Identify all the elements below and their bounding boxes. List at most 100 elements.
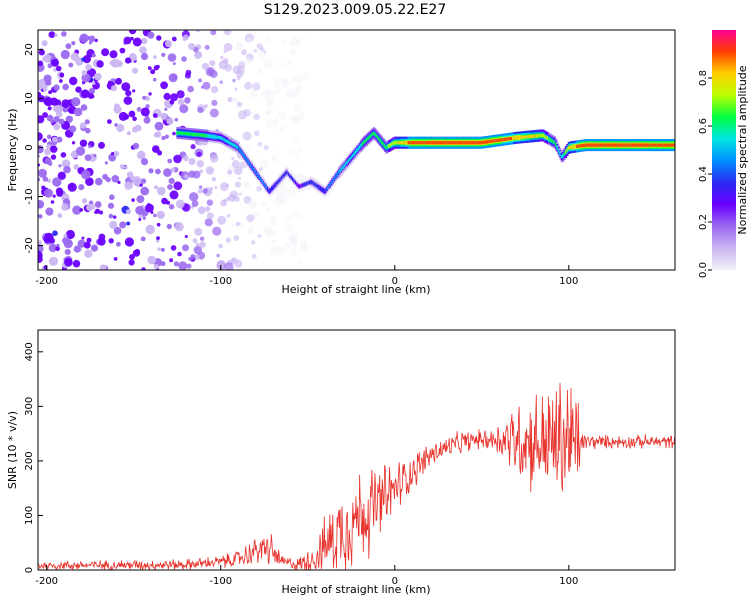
noise-blob [163,92,171,101]
noise-blob [108,80,111,84]
noise-blob [140,107,150,117]
noise-blob [245,57,252,65]
ridge-segment [290,175,293,180]
noise-blob [170,167,176,173]
colorbar: 0.0 0.2 0.4 0.6 0.8 Normalized spectral ampl… [698,30,749,278]
x-tick-label: -200 [35,276,58,287]
noise-blob [42,112,48,118]
noise-blob [153,132,159,138]
noise-blob [65,229,75,240]
noise-blob [265,229,274,238]
snr-series-line [38,382,675,570]
noise-blob [154,185,158,190]
ridge-segment [368,135,371,139]
ridge-segment [218,135,221,140]
noise-blob [108,213,114,219]
ridge-segment [255,171,258,176]
ridge-segment [545,135,548,139]
noise-blob [247,37,252,42]
noise-blob [132,67,138,74]
noise-blob [62,83,69,91]
ridge-segment [617,143,620,147]
ridge-segment [409,141,412,145]
noise-blob [196,160,204,168]
noise-blob [294,118,302,126]
ridge-segment [314,182,317,187]
ridge-segment [300,184,303,188]
noise-blob [265,110,270,116]
ridge-segment [204,134,207,138]
ridge-segment [573,145,576,149]
ridge-segment [588,143,591,147]
noise-blob [295,75,304,84]
ridge-segment [651,143,654,147]
ridge-segment [303,183,306,187]
ridge-segment [315,183,318,188]
ridge-segment [363,140,366,144]
ridge-segment [506,137,509,141]
ridge-segment [399,141,402,145]
noise-blob [156,222,161,227]
noise-blob [280,199,285,204]
noise-blob [94,201,102,208]
ridge-segment [413,141,416,145]
ridge-segment [474,141,477,145]
noise-blob [243,181,250,188]
ridge-segment [229,141,232,145]
noise-blob [111,175,120,183]
ridge-segment [239,148,242,152]
noise-blob [38,144,44,154]
ridge-segment [502,138,505,142]
noise-blob [223,50,227,54]
noise-blob [289,236,298,245]
ridge-segment [250,164,253,168]
ridge-segment [382,142,385,146]
noise-blob [256,185,263,192]
noise-blob [94,72,102,81]
noise-blob [71,141,76,145]
noise-blob [118,111,128,121]
ridge-segment [357,147,360,151]
ridge-segment [563,152,566,156]
noise-blob [161,52,166,58]
ridge-segment [339,169,342,173]
noise-blob [209,108,219,118]
noise-blob [276,191,285,201]
ridge-segment [669,143,672,147]
colorbar-ticks: 0.0 0.2 0.4 0.6 0.8 [698,70,712,278]
noise-blob [156,210,165,219]
noise-blob [173,154,182,164]
noise-blob [210,85,219,94]
noise-blob [291,150,298,157]
ridge-segment [349,157,352,161]
noise-blob [145,224,155,235]
noise-blob [277,246,287,256]
noise-blob [140,178,147,184]
noise-blob [197,107,204,113]
ridge-segment [485,140,488,144]
noise-blob [125,90,132,97]
noise-blob [271,155,279,163]
ridge-segment [321,187,324,191]
noise-blob [197,189,203,194]
noise-blob [119,164,125,170]
noise-blob [248,199,257,209]
ridge-segment [305,182,309,186]
noise-blob [181,56,187,62]
x-tick-label: -200 [35,576,58,587]
ridge-segment [434,141,437,145]
ridge-segment [180,131,183,135]
x-tick-label: -100 [209,276,232,287]
noise-blob [56,136,63,143]
ridge-segment [356,149,359,153]
ridge-segment [311,181,314,185]
noise-blob [192,170,201,179]
noise-blob [296,259,302,265]
noise-blob [256,149,259,153]
noise-blob [57,213,63,219]
noise-blob [223,42,233,52]
noise-blob [182,37,187,42]
noise-blob [71,97,81,107]
noise-blob [286,88,296,98]
